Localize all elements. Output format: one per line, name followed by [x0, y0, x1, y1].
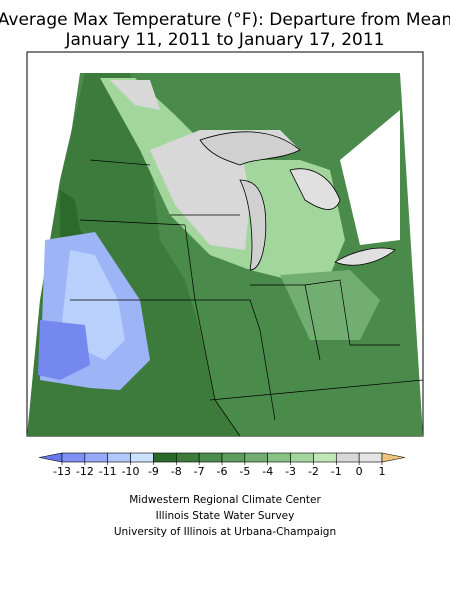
blue-dark: [38, 320, 90, 380]
lake-superior: [199, 131, 301, 166]
map: [26, 51, 424, 437]
colorbar-bin: [290, 452, 314, 463]
credit-line: Illinois State Water Survey: [156, 510, 295, 522]
colorbar-label: 0: [356, 465, 363, 478]
colorbar-label: -4: [262, 465, 273, 478]
colorbar-label: -1: [331, 465, 342, 478]
colorbar-bin: [221, 452, 246, 463]
state-borders: [70, 159, 424, 437]
colorbar-bin: [61, 452, 86, 463]
colorbar-bin: [267, 452, 291, 463]
colorbar-bin: [84, 452, 109, 463]
mid-green: [280, 270, 380, 340]
subtitle: January 11, 2011 to January 17, 2011: [65, 30, 385, 50]
gray-region-nw: [110, 80, 160, 110]
lake-michigan: [239, 179, 267, 271]
colorbar-bin: [153, 452, 177, 463]
credits: Midwestern Regional Climate Center Illino…: [114, 494, 336, 538]
colorbar-bin: [358, 452, 383, 463]
colorbar-label: -10: [122, 465, 140, 478]
colorbar-bin: [198, 452, 223, 463]
colorbar-bin: [244, 452, 269, 463]
colorbar-label: -12: [76, 465, 94, 478]
colorbar-label: -3: [285, 465, 296, 478]
colorbar-label: -13: [53, 465, 71, 478]
credit-line: Midwestern Regional Climate Center: [129, 494, 321, 506]
title: Average Max Temperature (°F): Departure …: [0, 10, 450, 30]
gray-region: [150, 130, 250, 250]
colorbar-label: -7: [194, 465, 205, 478]
colorbar-label: -9: [148, 465, 159, 478]
credit-line: University of Illinois at Urbana-Champai…: [114, 526, 336, 538]
colorbar-label: -5: [239, 465, 250, 478]
canada-ontario: [340, 110, 400, 245]
lake-erie: [334, 247, 396, 266]
colorbar-label: 1: [379, 465, 386, 478]
colorbar-bin: [175, 452, 200, 463]
colorbar-label: -11: [99, 465, 117, 478]
colorbar-cap: [381, 452, 405, 463]
lake-huron: [289, 168, 341, 210]
colorbar-bin: [130, 452, 154, 463]
colorbar-bin: [313, 452, 337, 463]
colorbar-bin: [107, 452, 131, 463]
colorbar-bin: [335, 452, 360, 463]
colorbar-label: -8: [171, 465, 182, 478]
colorbar-label: -6: [217, 465, 228, 478]
colorbar-cap: [39, 452, 63, 463]
colorbar: -13 -12 -11 -10 -9 -8 -7 -6 -5 -4 -3 -2 -1 0 1: [39, 452, 405, 478]
colorbar-label: -2: [308, 465, 319, 478]
